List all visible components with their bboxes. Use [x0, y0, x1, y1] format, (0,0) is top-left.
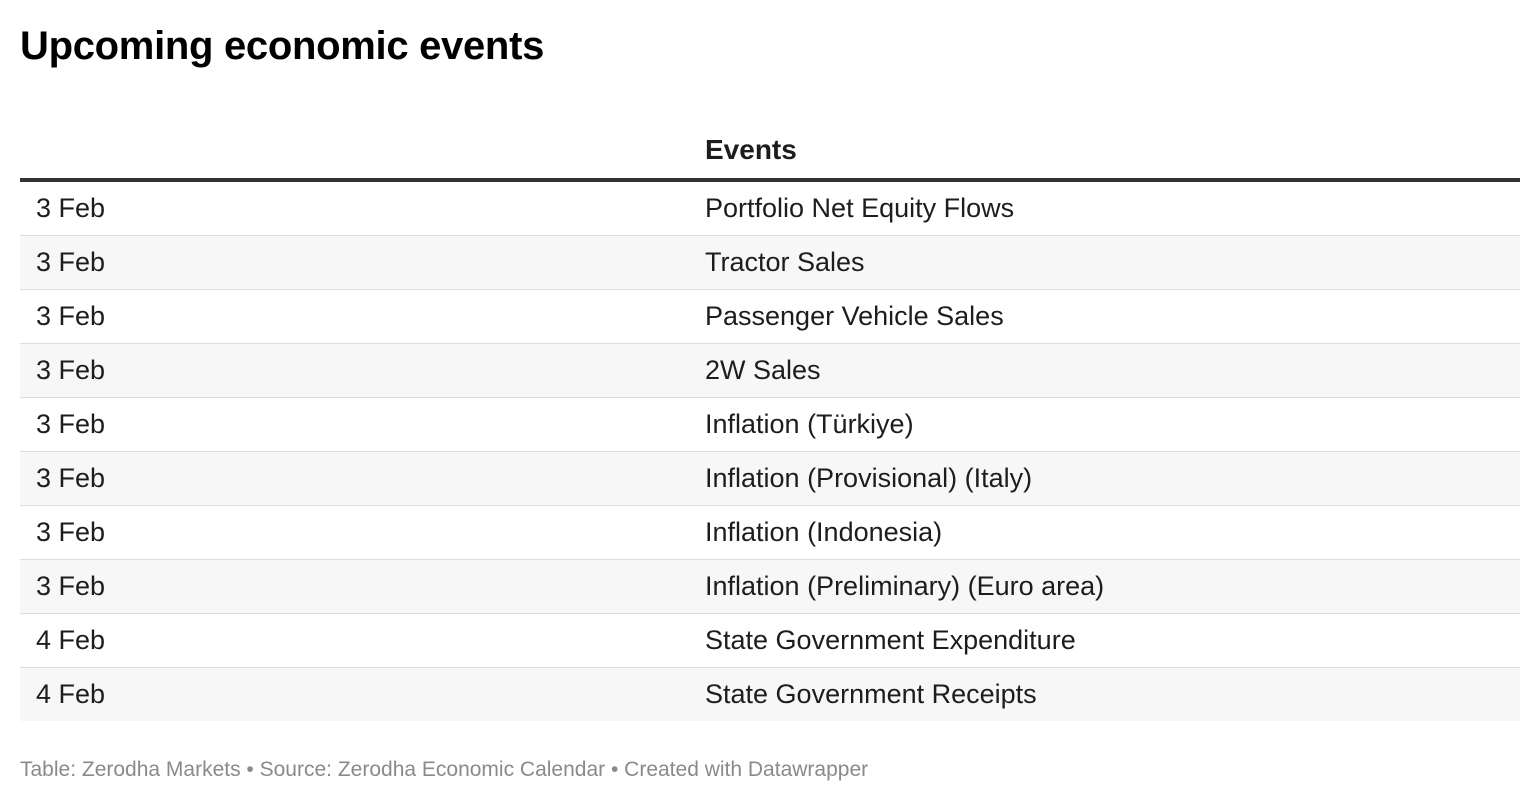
- date-cell: 3 Feb: [20, 559, 705, 614]
- date-cell: 3 Feb: [20, 180, 705, 236]
- event-cell: Inflation (Indonesia): [705, 505, 1520, 560]
- table-row: 3 Feb 2W Sales: [20, 343, 1520, 398]
- events-table: Events 3 Feb Portfolio Net Equity Flows …: [20, 122, 1520, 721]
- date-cell: 4 Feb: [20, 613, 705, 668]
- date-cell: 3 Feb: [20, 289, 705, 344]
- table-header: Events: [20, 122, 1520, 182]
- event-cell: Inflation (Provisional) (Italy): [705, 451, 1520, 506]
- table-row: 4 Feb State Government Receipts: [20, 667, 1520, 721]
- event-cell: Tractor Sales: [705, 235, 1520, 290]
- event-cell: Portfolio Net Equity Flows: [705, 180, 1520, 236]
- date-cell: 3 Feb: [20, 235, 705, 290]
- date-cell: 3 Feb: [20, 505, 705, 560]
- table-row: 3 Feb Inflation (Türkiye): [20, 397, 1520, 452]
- table-row: 4 Feb State Government Expenditure: [20, 613, 1520, 668]
- date-cell: 3 Feb: [20, 397, 705, 452]
- table-row: 3 Feb Inflation (Preliminary) (Euro area…: [20, 559, 1520, 614]
- event-cell: State Government Expenditure: [705, 613, 1520, 668]
- column-header-date[interactable]: [20, 122, 705, 182]
- column-header-events[interactable]: Events: [705, 122, 1520, 182]
- table-row: 3 Feb Tractor Sales: [20, 235, 1520, 290]
- table-row: 3 Feb Inflation (Indonesia): [20, 505, 1520, 560]
- source-footer: Table: Zerodha Markets • Source: Zerodha…: [20, 758, 869, 781]
- page-title: Upcoming economic events: [20, 24, 545, 68]
- table-container: Upcoming economic events Events 3 Feb Po…: [20, 0, 1520, 721]
- table-row: 3 Feb Inflation (Provisional) (Italy): [20, 451, 1520, 506]
- event-cell: 2W Sales: [705, 343, 1520, 398]
- event-cell: Passenger Vehicle Sales: [705, 289, 1520, 344]
- table-body: 3 Feb Portfolio Net Equity Flows 3 Feb T…: [20, 180, 1520, 721]
- event-cell: State Government Receipts: [705, 667, 1520, 721]
- table-row: 3 Feb Passenger Vehicle Sales: [20, 289, 1520, 344]
- event-cell: Inflation (Preliminary) (Euro area): [705, 559, 1520, 614]
- header-row: Events: [20, 122, 1520, 182]
- date-cell: 4 Feb: [20, 667, 705, 721]
- table-row: 3 Feb Portfolio Net Equity Flows: [20, 180, 1520, 236]
- date-cell: 3 Feb: [20, 343, 705, 398]
- event-cell: Inflation (Türkiye): [705, 397, 1520, 452]
- date-cell: 3 Feb: [20, 451, 705, 506]
